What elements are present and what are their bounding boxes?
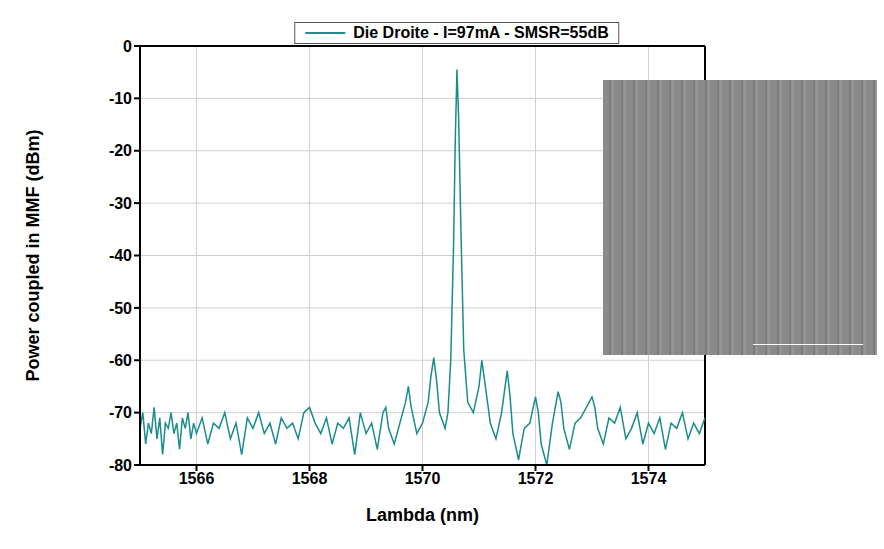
- svg-text:-80: -80: [109, 457, 132, 474]
- svg-text:1572: 1572: [518, 470, 554, 487]
- svg-text:1566: 1566: [179, 470, 215, 487]
- html-text:Die Droite - I=97mA - SMSR=55d: Die Droite - I=97mA - SMSR=55dB: [353, 24, 609, 41]
- svg-text:1568: 1568: [292, 470, 328, 487]
- svg-text:1570: 1570: [405, 470, 441, 487]
- svg-text:-40: -40: [109, 247, 132, 264]
- svg-text:1574: 1574: [631, 470, 667, 487]
- svg-text:Lambda (nm): Lambda (nm): [366, 505, 479, 525]
- svg-text:-30: -30: [109, 195, 132, 212]
- svg-text:Power coupled in MMF (dBm): Power coupled in MMF (dBm): [23, 130, 43, 382]
- svg-text:-70: -70: [109, 404, 132, 421]
- svg-text:-10: -10: [109, 90, 132, 107]
- svg-text:-50: -50: [109, 300, 132, 317]
- svg-text:-20: -20: [109, 142, 132, 159]
- svg-text:0: 0: [123, 38, 132, 55]
- svg-text:-60: -60: [109, 352, 132, 369]
